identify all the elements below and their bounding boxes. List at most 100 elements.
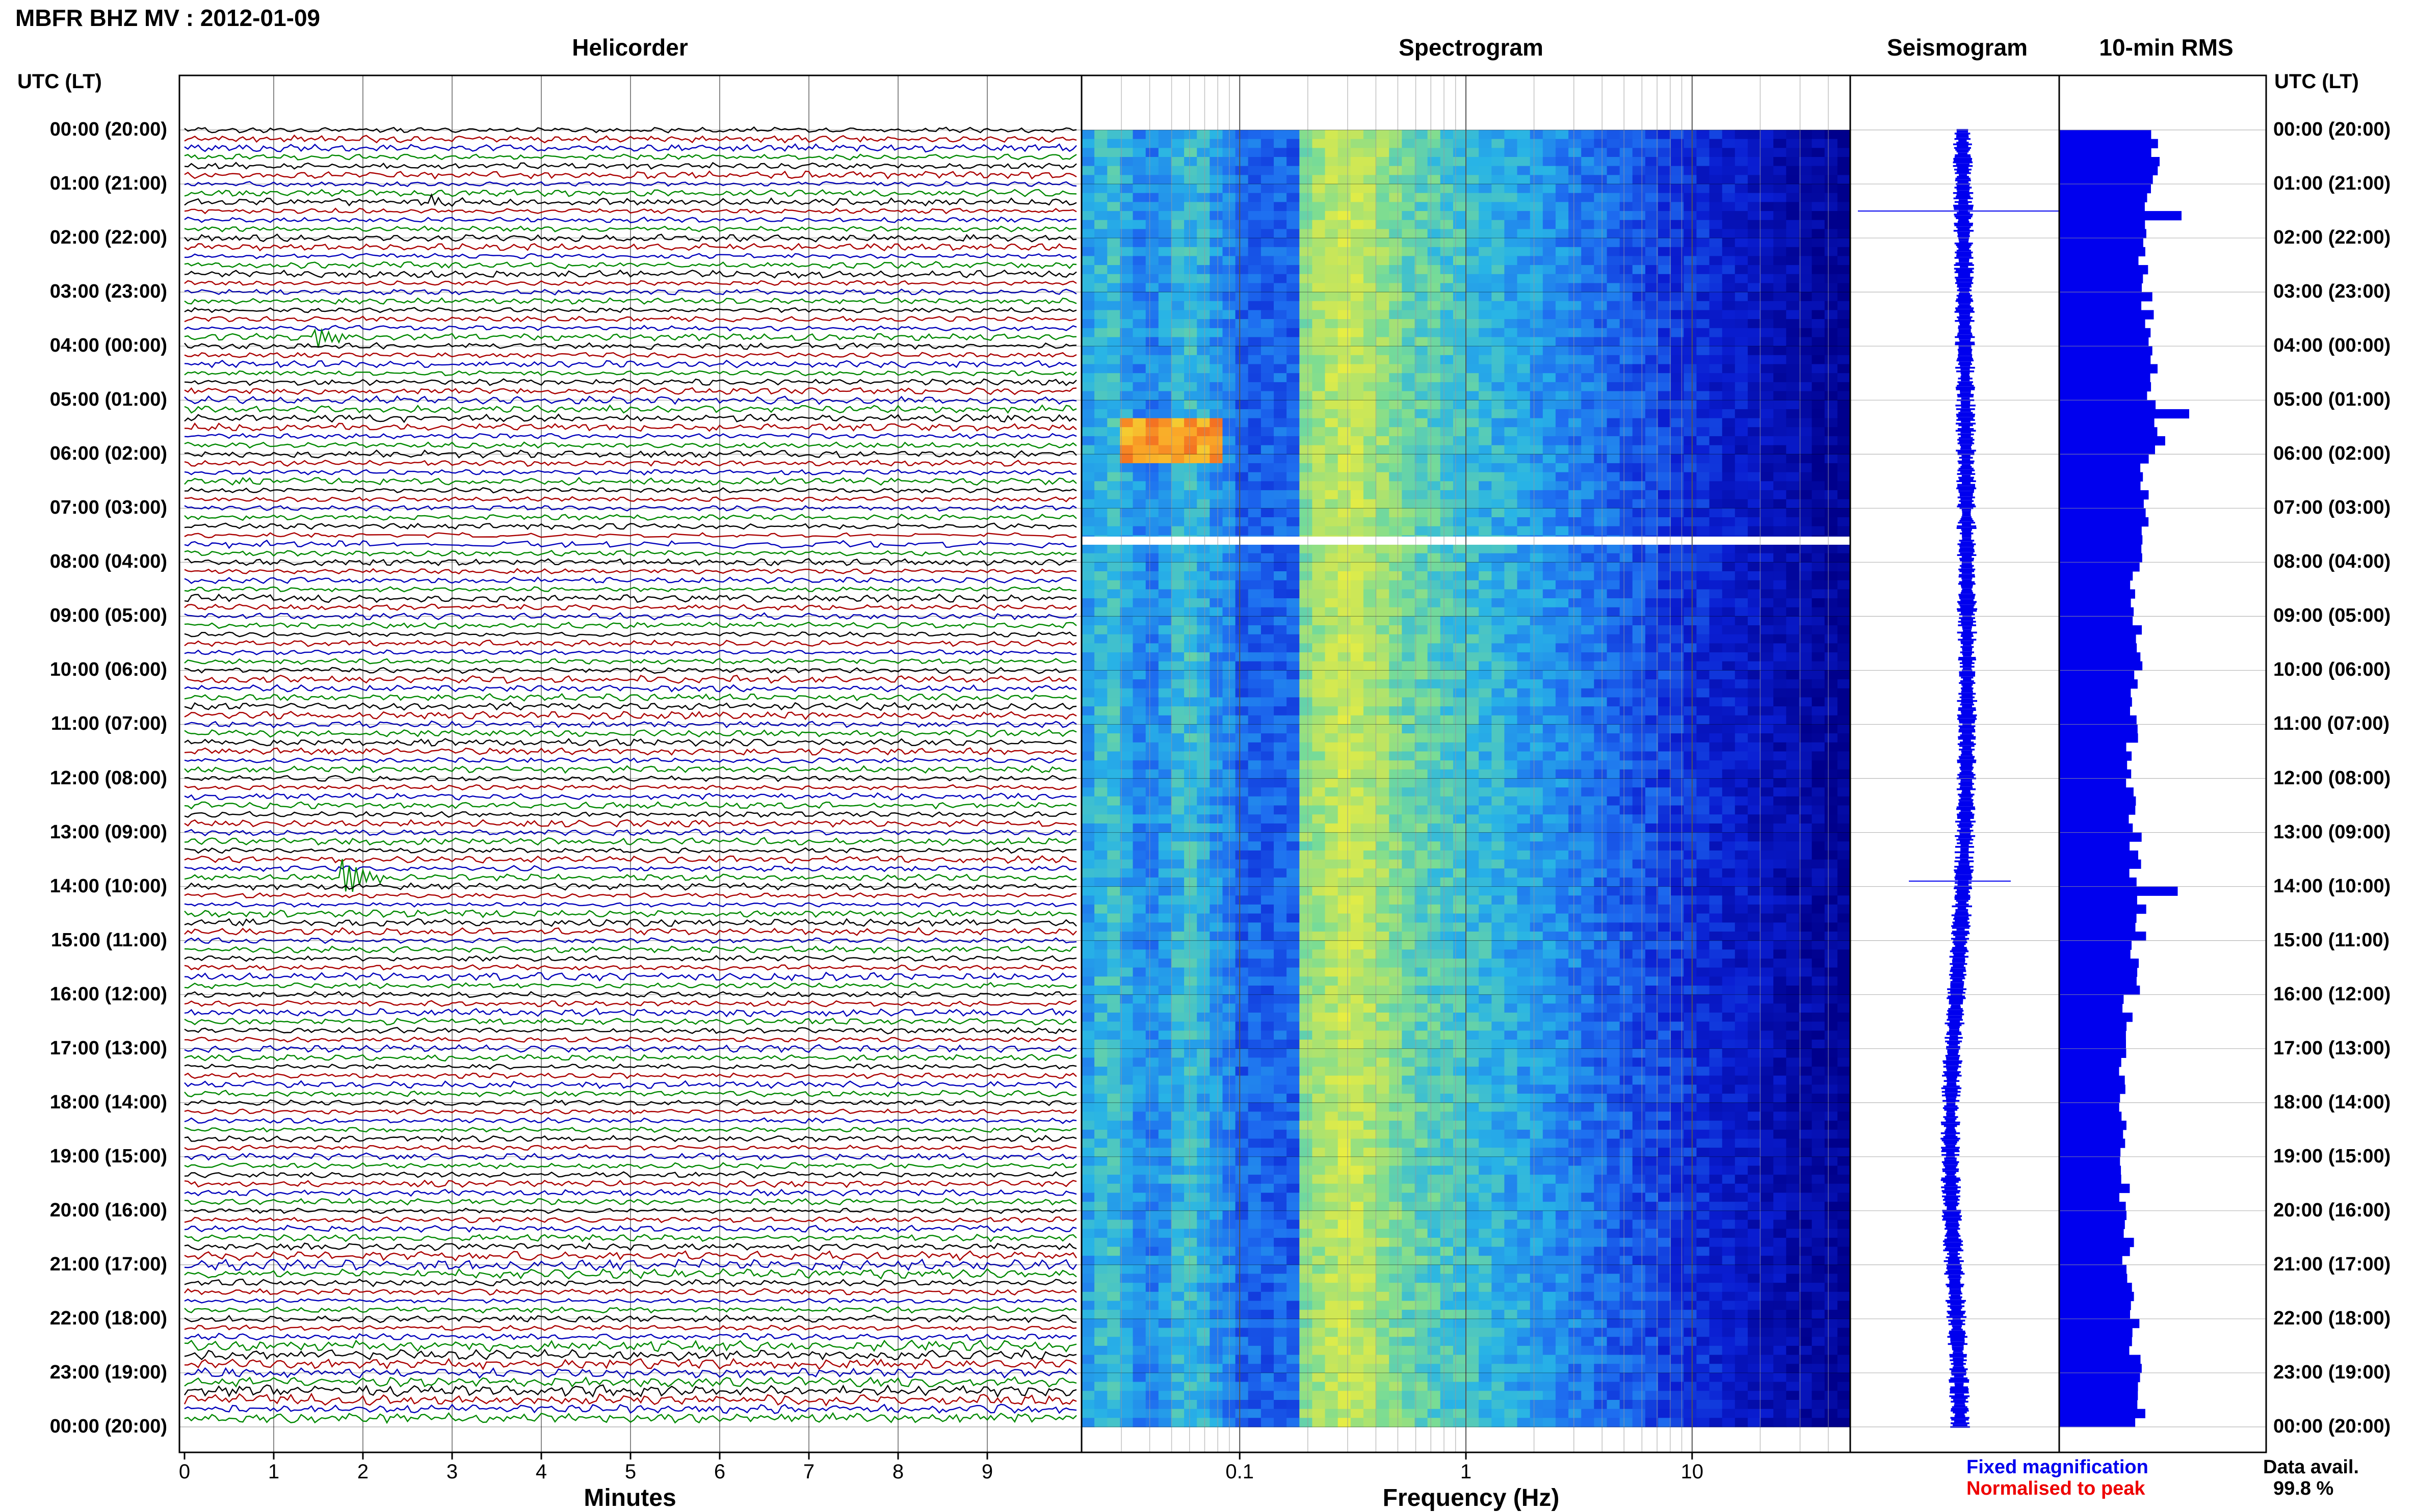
spectrogram-cell: [1594, 787, 1608, 797]
spectrogram-cell: [1402, 346, 1415, 356]
spectrogram-cell: [1722, 679, 1736, 689]
spectrogram-cell: [1761, 337, 1774, 347]
spectrogram-cell: [1350, 157, 1364, 167]
spectrogram-cell: [1274, 463, 1287, 473]
spectrogram-cell: [1376, 499, 1389, 509]
spectrogram-cell: [1491, 157, 1505, 167]
spectrogram-cell: [1671, 229, 1684, 238]
spectrogram-cell: [1479, 805, 1492, 815]
spectrogram-cell: [1671, 292, 1684, 302]
spectrogram-cell: [1671, 499, 1684, 509]
spectrogram-cell: [1325, 706, 1338, 716]
spectrogram-cell: [1133, 607, 1146, 617]
spectrogram-cell: [1491, 409, 1505, 419]
spectrogram-cell: [1479, 634, 1492, 644]
spectrogram-cell: [1274, 670, 1287, 680]
spectrogram-cell: [1248, 625, 1262, 635]
spectrogram-cell: [1709, 688, 1723, 698]
spectrogram-cell: [1607, 589, 1620, 599]
spectrogram-cell: [1594, 760, 1608, 770]
spectrogram-cell: [1120, 220, 1134, 229]
spectrogram-cell: [1504, 751, 1518, 761]
spectrogram-cell: [1581, 364, 1595, 374]
spectrogram-cell: [1197, 499, 1211, 509]
spectrogram-cell: [1684, 868, 1697, 878]
spectrogram-cell: [1811, 742, 1825, 752]
spectrogram-cell: [1389, 310, 1403, 320]
spectrogram-cell: [1145, 472, 1159, 482]
spectrogram-cell: [1479, 265, 1492, 275]
spectrogram-cell: [1210, 157, 1223, 167]
spectrogram-cell: [1594, 346, 1608, 356]
spectrogram-cell: [1491, 499, 1505, 509]
spectrogram-cell: [1158, 355, 1172, 365]
spectrogram-cell: [1491, 769, 1505, 779]
spectrogram-cell: [1376, 166, 1389, 175]
spectrogram-cell: [1645, 688, 1659, 698]
spectrogram-cell: [1312, 679, 1326, 689]
spectrogram-cell: [1632, 751, 1646, 761]
spectrogram-cell: [1466, 778, 1479, 788]
spectrogram-cell: [1517, 661, 1531, 671]
spectrogram-cell: [1414, 463, 1428, 473]
spectrogram-cell: [1299, 130, 1313, 140]
spectrogram-cell: [1107, 841, 1121, 851]
spectrogram-cell: [1517, 490, 1531, 500]
spectrogram-cell: [1389, 823, 1403, 833]
spectrogram-cell: [1107, 598, 1121, 608]
spectrogram-cell: [1735, 463, 1748, 473]
spectrogram-cell: [1402, 598, 1415, 608]
spectrogram-cell: [1619, 517, 1633, 527]
spectrogram-cell: [1453, 589, 1466, 599]
spectrogram-cell: [1082, 454, 1095, 464]
spectrogram-cell: [1658, 589, 1671, 599]
spectrogram-cell: [1350, 229, 1364, 238]
spectrogram-cell: [1274, 508, 1287, 518]
spectrogram-cell: [1658, 373, 1671, 383]
spectrogram-cell: [1158, 274, 1172, 284]
spectrogram-cell: [1094, 823, 1108, 833]
spectrogram-cell: [1133, 670, 1146, 680]
spectrogram-cell: [1248, 274, 1262, 284]
spectrogram-cell: [1799, 256, 1813, 266]
spectrogram-cell: [1747, 589, 1761, 599]
spectrogram-cell: [1363, 130, 1377, 140]
spectrogram-cell: [1773, 427, 1787, 437]
spectrogram-cell: [1632, 526, 1646, 536]
spectrogram-cell: [1453, 445, 1466, 455]
spectrogram-cell: [1658, 364, 1671, 374]
spectrogram-cell: [1786, 787, 1800, 797]
spectrogram-cell: [1786, 814, 1800, 824]
spectrogram-cell: [1773, 778, 1787, 788]
spectrogram-cell: [1568, 850, 1582, 860]
spectrogram-cell: [1504, 220, 1518, 229]
spectrogram-cell: [1286, 202, 1300, 211]
spectrogram-cell: [1722, 553, 1736, 563]
spectrogram-cell: [1824, 193, 1838, 202]
spectrogram-cell: [1274, 742, 1287, 752]
spectrogram-cell: [1696, 364, 1710, 374]
spectrogram-cell: [1786, 544, 1800, 554]
spectrogram-cell: [1440, 724, 1454, 734]
spectrogram-cell: [1414, 661, 1428, 671]
spectrogram-cell: [1594, 868, 1608, 878]
spectrogram-cell: [1145, 391, 1159, 401]
spectrogram-cell: [1645, 400, 1659, 410]
spectrogram-cell: [1479, 589, 1492, 599]
spectrogram-cell: [1082, 283, 1095, 293]
spectrogram-cell: [1145, 481, 1159, 491]
spectrogram-cell: [1594, 679, 1608, 689]
spectrogram-cell: [1747, 553, 1761, 563]
spectrogram-cell: [1696, 787, 1710, 797]
spectrogram-cell: [1260, 445, 1274, 455]
spectrogram-cell: [1491, 832, 1505, 842]
spectrogram-cell: [1722, 724, 1736, 734]
spectrogram-cell: [1811, 499, 1825, 509]
spectrogram-cell: [1799, 517, 1813, 527]
spectrogram-cell: [1530, 832, 1543, 842]
spectrogram-cell: [1824, 589, 1838, 599]
spectrogram-cell: [1709, 256, 1723, 266]
spectrogram-cell: [1491, 274, 1505, 284]
spectrogram-cell: [1811, 337, 1825, 347]
spectrogram-cell: [1248, 679, 1262, 689]
